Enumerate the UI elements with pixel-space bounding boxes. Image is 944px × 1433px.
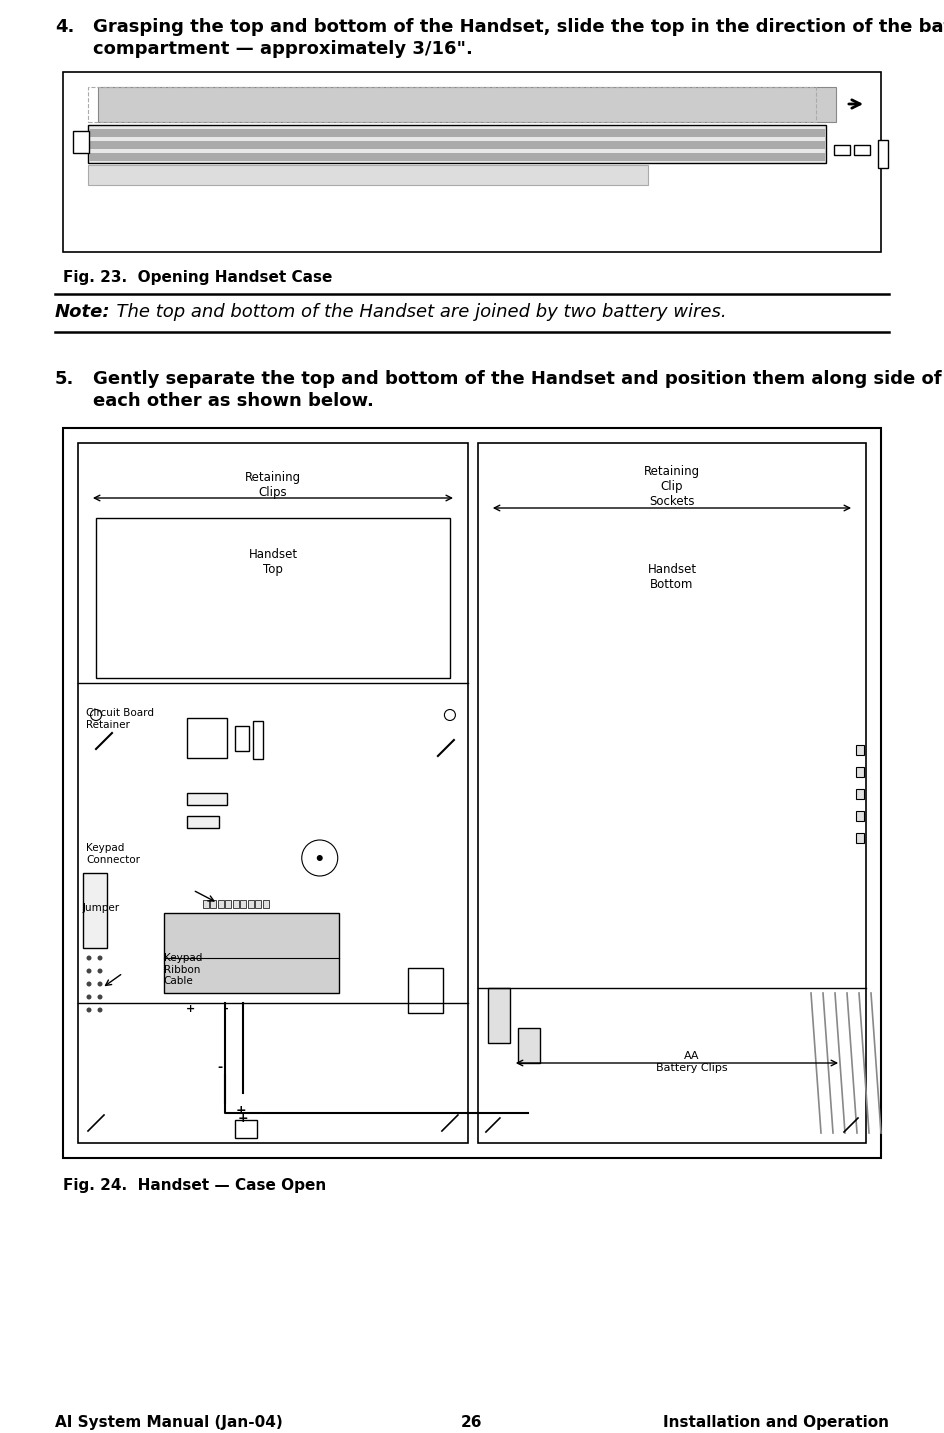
Text: +: + xyxy=(185,1005,194,1015)
Text: -: - xyxy=(218,1062,223,1075)
Bar xyxy=(73,130,89,153)
Bar xyxy=(478,443,866,1144)
Text: 26: 26 xyxy=(462,1414,482,1430)
Text: Grasping the top and bottom of the Handset, slide the top in the direction of th: Grasping the top and bottom of the Hands… xyxy=(93,19,944,36)
Text: +: + xyxy=(235,1105,246,1118)
Bar xyxy=(513,1108,543,1128)
Bar xyxy=(856,833,864,843)
Circle shape xyxy=(87,1007,92,1013)
Bar xyxy=(408,969,443,1013)
Text: Retaining
Clips: Retaining Clips xyxy=(244,471,301,499)
Text: 4.: 4. xyxy=(55,19,75,36)
Text: compartment — approximately 3/16".: compartment — approximately 3/16". xyxy=(93,40,473,57)
Circle shape xyxy=(97,969,103,973)
Bar xyxy=(255,900,261,909)
Bar xyxy=(488,987,510,1043)
Bar xyxy=(253,721,263,759)
Text: AA
Battery Clips: AA Battery Clips xyxy=(656,1050,728,1072)
Bar xyxy=(854,145,870,155)
Bar xyxy=(226,900,231,909)
Bar xyxy=(88,165,648,185)
Bar xyxy=(878,140,888,168)
Bar xyxy=(63,428,881,1158)
Bar xyxy=(63,72,881,252)
Bar xyxy=(187,792,228,805)
Bar xyxy=(203,900,209,909)
Circle shape xyxy=(87,982,92,986)
Circle shape xyxy=(87,995,92,999)
Bar xyxy=(262,900,269,909)
Bar xyxy=(518,1027,540,1063)
Text: Keypad
Connector: Keypad Connector xyxy=(86,843,140,864)
Text: +: + xyxy=(238,1112,248,1125)
Bar xyxy=(163,913,339,993)
Bar xyxy=(235,1121,257,1138)
Bar xyxy=(187,718,228,758)
Circle shape xyxy=(87,969,92,973)
Bar xyxy=(88,87,816,122)
Bar xyxy=(834,145,850,155)
Bar xyxy=(233,900,239,909)
Text: Keypad
Ribbon
Cable: Keypad Ribbon Cable xyxy=(163,953,202,986)
Text: each other as shown below.: each other as shown below. xyxy=(93,393,374,410)
Bar xyxy=(241,900,246,909)
Bar xyxy=(856,745,864,755)
Bar xyxy=(218,900,224,909)
Bar xyxy=(187,815,219,828)
Bar xyxy=(856,790,864,800)
Text: Retaining
Clip
Sockets: Retaining Clip Sockets xyxy=(644,464,700,509)
Bar xyxy=(211,900,216,909)
Bar xyxy=(89,129,825,138)
Text: Gently separate the top and bottom of the Handset and position them along side o: Gently separate the top and bottom of th… xyxy=(93,370,941,388)
Circle shape xyxy=(97,1007,103,1013)
Circle shape xyxy=(317,856,323,861)
Text: The top and bottom of the Handset are joined by two battery wires.: The top and bottom of the Handset are jo… xyxy=(105,302,727,321)
Text: 5.: 5. xyxy=(55,370,75,388)
Text: Handset
Top: Handset Top xyxy=(248,547,297,576)
Text: Fig. 23.  Opening Handset Case: Fig. 23. Opening Handset Case xyxy=(63,269,332,285)
Text: Handset
Bottom: Handset Bottom xyxy=(648,563,697,590)
Bar xyxy=(96,517,450,678)
Text: Circuit Board
Retainer: Circuit Board Retainer xyxy=(86,708,154,729)
Text: Fig. 24.  Handset — Case Open: Fig. 24. Handset — Case Open xyxy=(63,1178,327,1194)
Bar xyxy=(88,125,826,163)
Bar xyxy=(247,900,254,909)
Text: AI System Manual (Jan-04): AI System Manual (Jan-04) xyxy=(55,1414,283,1430)
Bar xyxy=(235,727,249,751)
Bar xyxy=(89,153,825,160)
Text: Note:: Note: xyxy=(55,302,110,321)
Circle shape xyxy=(87,956,92,960)
Bar xyxy=(98,87,836,122)
Bar xyxy=(856,767,864,777)
Text: -: - xyxy=(223,1005,228,1015)
Bar xyxy=(83,873,107,949)
Bar xyxy=(78,443,468,1144)
Circle shape xyxy=(97,982,103,986)
Circle shape xyxy=(97,995,103,999)
Text: Jumper: Jumper xyxy=(83,903,120,913)
Circle shape xyxy=(97,956,103,960)
Bar xyxy=(89,140,825,149)
Text: Installation and Operation: Installation and Operation xyxy=(663,1414,889,1430)
Bar xyxy=(856,811,864,821)
